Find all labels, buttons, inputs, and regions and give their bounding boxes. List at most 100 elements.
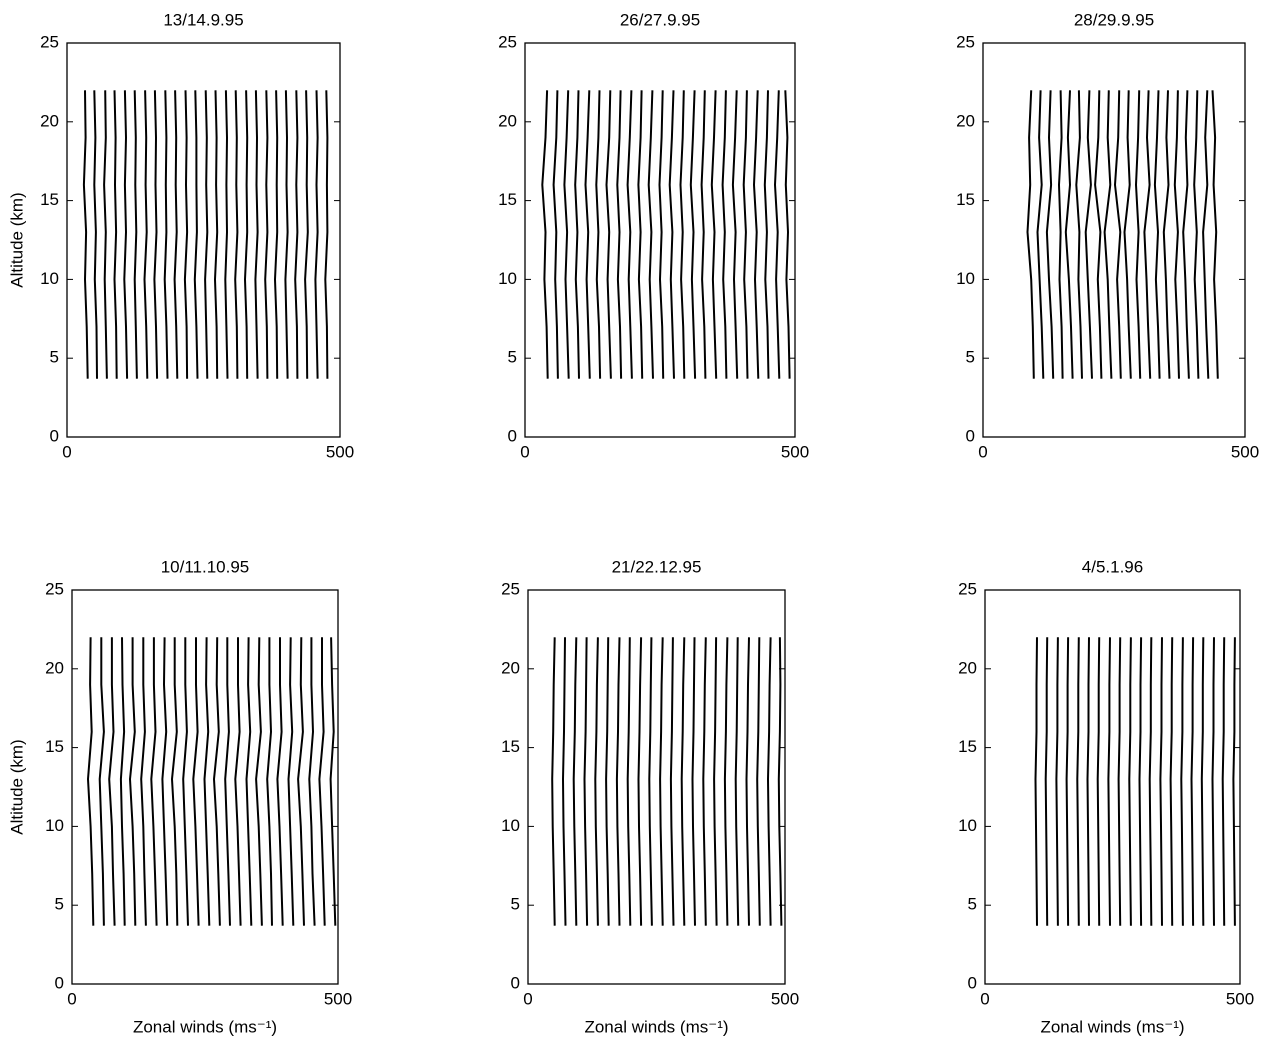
wind-profile [648,637,653,926]
wind-profile [318,637,326,926]
wind-profile [1182,90,1190,379]
y-tick-label: 0 [508,426,517,445]
wind-profile [108,637,116,926]
y-tick-label: 10 [498,269,517,288]
wind-profile [294,90,299,379]
wind-profile [1148,637,1153,926]
wind-profile [1159,637,1163,926]
y-tick-label: 25 [45,579,64,598]
wind-profile [777,637,783,926]
wind-profile [254,90,259,379]
wind-profile [224,90,229,379]
y-tick-label: 0 [50,426,59,445]
y-tick-label: 10 [958,816,977,835]
wind-profile [183,90,189,379]
wind-profile [1211,90,1219,379]
x-tick-label: 0 [980,989,989,1008]
wind-profile [691,637,696,926]
y-tick-label: 0 [966,426,975,445]
wind-profile [1103,90,1113,379]
wind-profile [182,637,189,926]
panel-title: 28/29.9.95 [1074,10,1154,29]
y-tick-label: 10 [956,269,975,288]
panel-title: 4/5.1.96 [1082,557,1143,576]
wind-profile [584,90,591,379]
x-tick-label: 500 [1226,989,1254,1008]
wind-profile [150,637,158,926]
wind-profile [87,637,95,926]
wind-profile [1193,90,1200,379]
wind-profile [1117,637,1122,926]
x-tick-label: 0 [523,989,532,1008]
wind-profile [329,637,337,926]
wind-profile [214,90,219,379]
wind-profile [264,90,269,379]
wind-profile [234,90,239,379]
wind-profile [119,637,126,926]
y-tick-label: 5 [50,348,59,367]
y-tick-label: 15 [40,190,59,209]
wind-profile [763,90,770,379]
wind-profile [563,90,570,379]
wind-profile [1075,90,1083,379]
wind-profile [551,637,556,926]
y-tick-label: 5 [966,348,975,367]
wind-profile [133,90,138,379]
y-tick-label: 5 [968,895,977,914]
wind-profile [276,637,284,926]
wind-profile [204,90,209,379]
wind-profile [700,90,707,379]
y-tick-label: 25 [40,32,59,51]
wind-profile [626,90,633,379]
x-axis-label: Zonal winds (ms⁻¹) [584,1017,728,1036]
wind-profile [1153,90,1161,379]
wind-profile [1076,637,1080,926]
wind-profile [1096,637,1101,926]
wind-profile [1173,90,1180,379]
y-tick-label: 15 [45,737,64,756]
wind-profile [1135,90,1142,379]
wind-profile [658,90,665,379]
wind-profile [1143,90,1152,379]
wind-profile [1128,637,1132,926]
wind-profile [244,90,249,379]
y-tick-label: 15 [956,190,975,209]
wind-profile [1202,90,1210,379]
wind-profile [113,90,118,379]
y-tick-label: 5 [511,895,520,914]
wind-profile [689,90,697,379]
wind-profile [583,637,589,926]
wind-profile [637,90,644,379]
wind-profile [192,637,200,926]
x-tick-label: 0 [520,442,529,461]
wind-profile [203,637,211,926]
wind-profile [287,637,295,926]
wind-profile [304,90,309,379]
wind-profile [1055,637,1059,926]
wind-profile [245,637,253,926]
wind-profile [562,637,567,926]
wind-profile [224,637,231,926]
y-tick-label: 10 [40,269,59,288]
y-tick-label: 15 [501,737,520,756]
x-axis-label: Zonal winds (ms⁻¹) [133,1017,277,1036]
wind-profile [1045,90,1055,379]
wind-profile [647,90,654,379]
wind-profile [595,90,602,379]
wind-profile [1232,637,1236,926]
wind-profile [767,637,772,926]
wind-profile [153,90,159,379]
wind-profile [93,90,98,379]
wind-profile [1138,637,1143,926]
wind-profile [1064,90,1074,379]
wind-profile [734,637,740,926]
wind-profile [605,90,612,379]
wind-profile [123,90,129,379]
y-tick-label: 15 [498,190,517,209]
x-axis-label: Zonal winds (ms⁻¹) [1040,1017,1184,1036]
wind-profile [1114,90,1122,379]
wind-profile [702,637,707,926]
wind-profile [756,637,761,926]
wind-profile [552,90,559,379]
